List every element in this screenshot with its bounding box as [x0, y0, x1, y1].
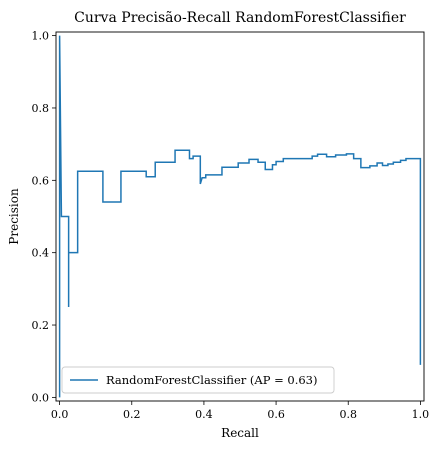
y-tick-label: 0.2 — [32, 319, 50, 332]
x-tick-label: 1.0 — [412, 408, 430, 421]
x-tick-label: 0.8 — [339, 408, 357, 421]
y-tick-label: 0.0 — [32, 391, 50, 404]
x-axis: 0.0 0.2 0.4 0.6 0.8 1.0 — [51, 401, 429, 421]
y-tick-label: 1.0 — [32, 30, 50, 43]
series-layer — [58, 35, 422, 398]
chart-title: Curva Precisão-Recall RandomForestClassi… — [74, 10, 406, 26]
x-tick-label: 0.4 — [195, 408, 213, 421]
legend: RandomForestClassifier (AP = 0.63) — [61, 366, 335, 394]
series-line — [58, 35, 422, 398]
x-tick-label: 0.0 — [51, 408, 69, 421]
y-axis: 0.0 0.2 0.4 0.6 0.8 1.0 — [32, 30, 56, 404]
legend-box — [61, 366, 335, 394]
axes-frame — [55, 31, 425, 402]
x-axis-label: Recall — [221, 426, 259, 440]
y-axis-label: Precision — [7, 188, 21, 245]
legend-label: RandomForestClassifier (AP = 0.63) — [106, 373, 318, 387]
x-tick-label: 0.6 — [267, 408, 285, 421]
plot-area — [56, 32, 424, 401]
x-tick-label: 0.2 — [123, 408, 141, 421]
y-tick-label: 0.4 — [32, 247, 50, 260]
y-tick-label: 0.6 — [32, 174, 50, 187]
y-tick-label: 0.8 — [32, 102, 50, 115]
